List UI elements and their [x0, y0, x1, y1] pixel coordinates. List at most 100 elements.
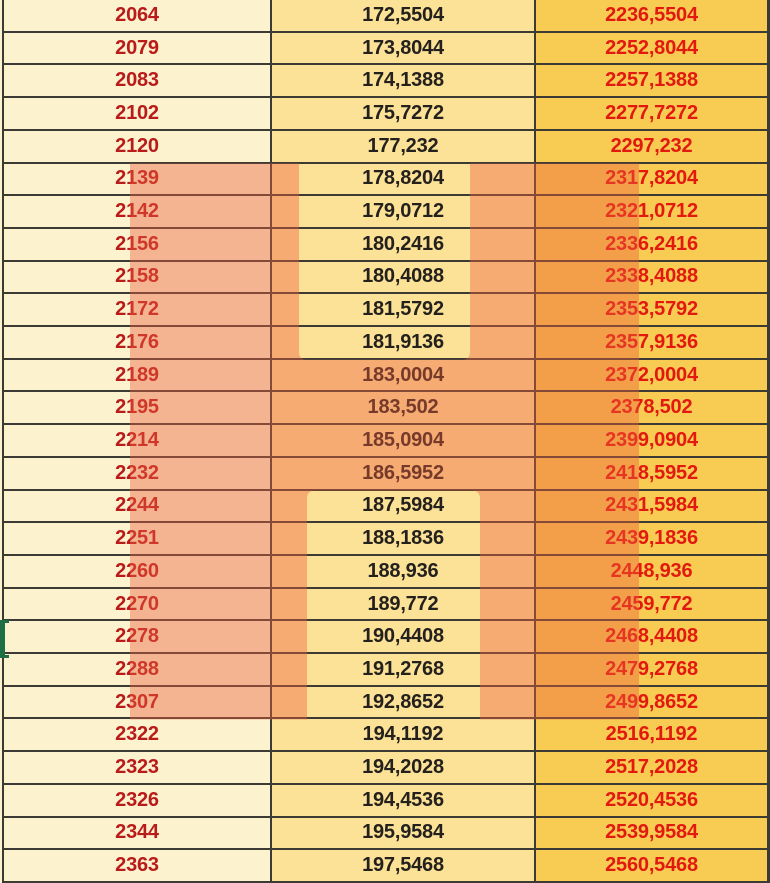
cell-col1[interactable]: 2260: [2, 555, 272, 587]
cell-value: 2326: [115, 788, 159, 811]
cell-col3[interactable]: 2336,2416: [536, 228, 770, 260]
table-row: 2322 194,1192 2516,1192: [2, 719, 770, 753]
cell-col3[interactable]: 2448,936: [536, 555, 770, 587]
cell-col1[interactable]: 2244: [2, 490, 272, 522]
table-row: 2232 186,5952 2418,5952: [2, 457, 770, 491]
cell-col2[interactable]: 191,2768: [272, 654, 536, 685]
cell-col3[interactable]: 2372,0004: [536, 359, 770, 391]
cell-col3[interactable]: 2439,1836: [536, 523, 770, 554]
cell-col3[interactable]: 2479,2768: [536, 654, 770, 685]
cell-col2[interactable]: 180,2416: [272, 228, 536, 260]
cell-col3[interactable]: 2418,5952: [536, 457, 770, 489]
cell-col2[interactable]: 185,0904: [272, 425, 536, 456]
cell-col1[interactable]: 2139: [2, 163, 272, 195]
cell-col2[interactable]: 190,4408: [272, 621, 536, 653]
cell-col1[interactable]: 2172: [2, 294, 272, 326]
cell-col2[interactable]: 178,8204: [272, 163, 536, 195]
cell-value: 2176: [115, 330, 159, 353]
cell-col3[interactable]: 2516,1192: [536, 719, 770, 751]
cell-col2[interactable]: 194,4536: [272, 784, 536, 816]
cell-col2[interactable]: 172,5504: [272, 0, 536, 31]
cell-col2[interactable]: 173,8044: [272, 32, 536, 64]
cell-col2[interactable]: 183,0004: [272, 359, 536, 391]
cell-col3[interactable]: 2321,0712: [536, 196, 770, 227]
cell-col1[interactable]: 2288: [2, 654, 272, 685]
cell-col1[interactable]: 2322: [2, 719, 272, 751]
table-row: 2079 173,8044 2252,8044: [2, 32, 770, 66]
cell-col2[interactable]: 183,502: [272, 392, 536, 424]
cell-col1[interactable]: 2195: [2, 392, 272, 424]
cell-value: 2244: [115, 494, 159, 517]
table-row: 2326 194,4536 2520,4536: [2, 784, 770, 818]
cell-col2[interactable]: 187,5984: [272, 490, 536, 522]
cell-col1[interactable]: 2251: [2, 523, 272, 554]
cell-col1[interactable]: 2102: [2, 98, 272, 129]
cell-col1[interactable]: 2307: [2, 686, 272, 718]
cell-col1[interactable]: 2064: [2, 0, 272, 31]
cell-col1[interactable]: 2232: [2, 457, 272, 489]
cell-col1[interactable]: 2156: [2, 228, 272, 260]
cell-value: 2214: [115, 428, 159, 451]
cell-col3[interactable]: 2357,9136: [536, 327, 770, 358]
cell-value: 2399,0904: [605, 428, 698, 451]
cell-col1[interactable]: 2344: [2, 817, 272, 849]
cell-col2[interactable]: 195,9584: [272, 817, 536, 849]
cell-col3[interactable]: 2277,7272: [536, 98, 770, 129]
cell-col3[interactable]: 2252,8044: [536, 32, 770, 64]
table-row: 2270 189,772 2459,772: [2, 588, 770, 622]
cell-col1[interactable]: 2083: [2, 65, 272, 97]
cell-col2[interactable]: 194,1192: [272, 719, 536, 751]
table-row: 2344 195,9584 2539,9584: [2, 817, 770, 851]
table-row: 2139 178,8204 2317,8204: [2, 163, 770, 197]
cell-col2[interactable]: 186,5952: [272, 457, 536, 489]
cell-col2[interactable]: 181,5792: [272, 294, 536, 326]
cell-col1[interactable]: 2176: [2, 327, 272, 358]
cell-col1[interactable]: 2079: [2, 32, 272, 64]
cell-col3[interactable]: 2257,1388: [536, 65, 770, 97]
cell-col1[interactable]: 2326: [2, 784, 272, 816]
cell-col3[interactable]: 2317,8204: [536, 163, 770, 195]
cell-col3[interactable]: 2517,2028: [536, 752, 770, 783]
cell-col3[interactable]: 2520,4536: [536, 784, 770, 816]
cell-col1[interactable]: 2270: [2, 588, 272, 620]
cell-col2[interactable]: 192,8652: [272, 686, 536, 718]
cell-col2[interactable]: 181,9136: [272, 327, 536, 358]
cell-col3[interactable]: 2236,5504: [536, 0, 770, 31]
cell-col1[interactable]: 2214: [2, 425, 272, 456]
cell-col3[interactable]: 2499,8652: [536, 686, 770, 718]
cell-value: 186,5952: [362, 461, 444, 484]
cell-col2[interactable]: 188,1836: [272, 523, 536, 554]
cell-col2[interactable]: 175,7272: [272, 98, 536, 129]
cell-col3[interactable]: 2378,502: [536, 392, 770, 424]
cell-col3[interactable]: 2459,772: [536, 588, 770, 620]
cell-col1[interactable]: 2278: [2, 621, 272, 653]
cell-col1[interactable]: 2158: [2, 261, 272, 293]
cell-value: 173,8044: [362, 36, 444, 59]
cell-col3[interactable]: 2539,9584: [536, 817, 770, 849]
cell-col3[interactable]: 2560,5468: [536, 850, 770, 881]
cell-col3[interactable]: 2297,232: [536, 130, 770, 162]
cell-value: 2321,0712: [605, 200, 698, 223]
cell-col2[interactable]: 180,4088: [272, 261, 536, 293]
cell-col3[interactable]: 2353,5792: [536, 294, 770, 326]
cell-col1[interactable]: 2120: [2, 130, 272, 162]
cell-col1[interactable]: 2363: [2, 850, 272, 881]
cell-col2[interactable]: 197,5468: [272, 850, 536, 881]
cell-col3[interactable]: 2468,4408: [536, 621, 770, 653]
cell-col2[interactable]: 179,0712: [272, 196, 536, 227]
cell-col1[interactable]: 2323: [2, 752, 272, 783]
cell-col1[interactable]: 2142: [2, 196, 272, 227]
cell-col1[interactable]: 2189: [2, 359, 272, 391]
cell-value: 2459,772: [610, 592, 693, 615]
cell-col2[interactable]: 174,1388: [272, 65, 536, 97]
cell-col3[interactable]: 2338,4088: [536, 261, 770, 293]
cell-col3[interactable]: 2431,5984: [536, 490, 770, 522]
cell-col2[interactable]: 188,936: [272, 555, 536, 587]
table-row: 2307 192,8652 2499,8652: [2, 686, 770, 720]
cell-col3[interactable]: 2399,0904: [536, 425, 770, 456]
cell-col2[interactable]: 177,232: [272, 130, 536, 162]
cell-col2[interactable]: 194,2028: [272, 752, 536, 783]
cell-col2[interactable]: 189,772: [272, 588, 536, 620]
cell-value: 2288: [115, 657, 159, 680]
cell-value: 2363: [115, 854, 159, 877]
